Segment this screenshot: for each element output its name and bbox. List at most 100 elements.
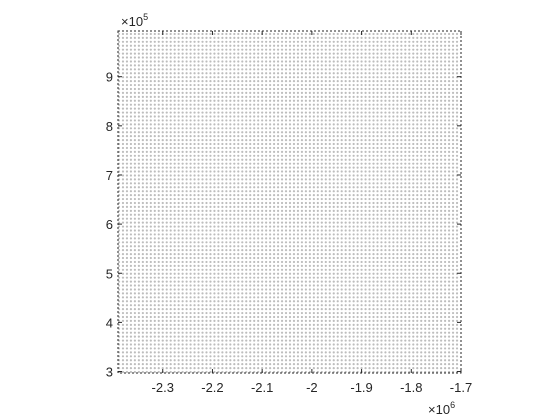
data-point <box>169 300 172 303</box>
data-point <box>221 174 224 177</box>
data-point <box>400 260 403 264</box>
data-point <box>265 174 268 177</box>
data-point <box>185 182 188 185</box>
data-point <box>225 296 228 299</box>
data-point <box>316 217 319 220</box>
data-point <box>443 146 447 150</box>
data-point <box>400 284 403 287</box>
data-point <box>332 268 335 271</box>
data-point <box>308 190 311 193</box>
data-point <box>348 225 351 228</box>
data-point <box>209 178 212 181</box>
data-point <box>145 146 148 150</box>
data-point <box>201 304 204 307</box>
data-point <box>221 201 224 205</box>
data-point <box>420 229 423 232</box>
data-point <box>447 323 451 326</box>
data-point <box>261 339 264 342</box>
data-point <box>292 311 296 315</box>
data-point <box>384 170 387 173</box>
data-point <box>304 201 307 205</box>
data-point <box>360 366 363 370</box>
data-point <box>300 304 304 307</box>
data-point <box>416 249 419 252</box>
data-point <box>265 166 268 169</box>
data-point <box>455 280 459 283</box>
data-point <box>129 323 133 326</box>
data-point <box>161 347 164 350</box>
data-point <box>121 323 125 326</box>
data-point <box>288 252 292 256</box>
data-point <box>424 194 427 197</box>
data-point <box>276 292 280 295</box>
data-point <box>360 241 363 244</box>
data-point <box>420 205 423 209</box>
data-point <box>443 264 447 267</box>
data-point <box>181 201 184 205</box>
data-point <box>304 233 307 236</box>
data-point <box>300 323 304 326</box>
data-point <box>380 272 383 275</box>
data-point <box>308 150 311 153</box>
data-point <box>455 335 459 338</box>
data-point <box>324 304 327 307</box>
data-point <box>253 319 256 323</box>
data-point <box>129 158 133 161</box>
data-point <box>428 256 431 260</box>
data-point <box>416 178 419 181</box>
data-point <box>141 363 144 366</box>
data-point <box>388 284 391 287</box>
data-point <box>185 323 188 326</box>
data-point <box>304 319 307 323</box>
data-point <box>185 288 188 291</box>
data-point <box>336 276 339 279</box>
data-point <box>400 319 403 323</box>
data-point <box>141 233 144 236</box>
data-point <box>177 182 180 185</box>
data-point <box>133 268 136 271</box>
data-point <box>360 264 363 267</box>
data-point <box>121 256 125 260</box>
data-point <box>396 205 399 209</box>
data-point <box>237 252 240 256</box>
data-point <box>440 209 443 212</box>
data-point <box>173 150 176 153</box>
data-point <box>149 288 152 291</box>
data-point <box>352 366 355 370</box>
data-point <box>201 237 204 240</box>
data-point <box>440 264 443 267</box>
data-point <box>265 182 268 185</box>
data-point <box>265 162 268 165</box>
data-point <box>348 308 351 311</box>
data-point <box>177 190 180 193</box>
data-point <box>229 197 232 201</box>
data-point <box>344 343 347 346</box>
data-point <box>416 355 419 358</box>
data-point <box>304 366 307 370</box>
data-point <box>117 280 121 283</box>
data-point <box>197 245 200 248</box>
data-point <box>364 249 367 252</box>
data-point <box>269 323 272 326</box>
data-point <box>241 225 244 228</box>
data-point <box>209 213 212 216</box>
data-point <box>332 229 335 232</box>
data-point <box>320 197 323 201</box>
data-point <box>428 209 431 212</box>
data-point <box>253 339 256 342</box>
data-point <box>237 209 240 212</box>
data-point <box>364 170 367 173</box>
data-point <box>432 241 435 244</box>
data-point <box>412 335 415 338</box>
data-point <box>185 296 188 299</box>
data-point <box>205 288 208 291</box>
data-point <box>292 209 296 212</box>
data-point <box>451 366 455 370</box>
data-point <box>400 359 403 362</box>
data-point <box>161 213 164 216</box>
data-point <box>380 315 383 319</box>
data-point <box>380 288 383 291</box>
data-point <box>436 194 439 197</box>
data-point <box>356 288 359 291</box>
data-point <box>193 233 196 236</box>
